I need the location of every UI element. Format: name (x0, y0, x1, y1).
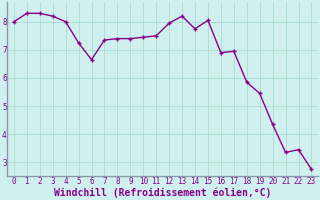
X-axis label: Windchill (Refroidissement éolien,°C): Windchill (Refroidissement éolien,°C) (54, 187, 271, 198)
